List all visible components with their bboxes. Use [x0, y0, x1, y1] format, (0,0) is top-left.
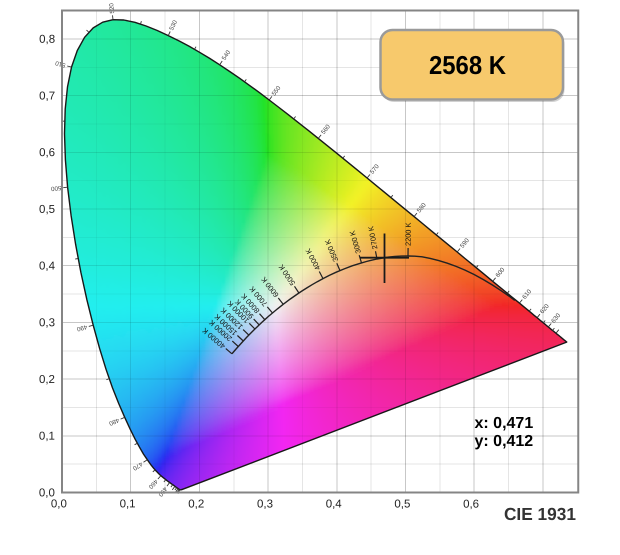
svg-text:CIE 1931: CIE 1931	[504, 504, 576, 524]
svg-text:0,1: 0,1	[120, 498, 136, 510]
svg-text:500: 500	[50, 184, 62, 192]
svg-text:0,0: 0,0	[51, 498, 67, 510]
svg-text:0,2: 0,2	[39, 374, 55, 386]
svg-text:520: 520	[108, 2, 116, 14]
svg-text:0,7: 0,7	[39, 90, 55, 102]
svg-text:0,1: 0,1	[39, 431, 55, 443]
svg-text:2200 K: 2200 K	[404, 222, 413, 246]
svg-text:0,5: 0,5	[39, 204, 55, 216]
svg-text:y: 0,412: y: 0,412	[474, 433, 533, 450]
svg-text:0,3: 0,3	[39, 317, 55, 329]
svg-text:x: 0,471: x: 0,471	[475, 415, 534, 432]
svg-text:0,0: 0,0	[39, 487, 55, 499]
svg-text:0,6: 0,6	[39, 147, 55, 159]
svg-text:0,2: 0,2	[188, 498, 204, 510]
svg-text:0,6: 0,6	[463, 499, 479, 511]
svg-text:0,4: 0,4	[39, 261, 56, 273]
svg-text:0,3: 0,3	[257, 498, 273, 510]
svg-text:0,4: 0,4	[326, 499, 343, 511]
svg-text:2568 K: 2568 K	[429, 50, 506, 80]
svg-text:0,8: 0,8	[39, 34, 55, 46]
svg-text:0,5: 0,5	[394, 499, 410, 511]
